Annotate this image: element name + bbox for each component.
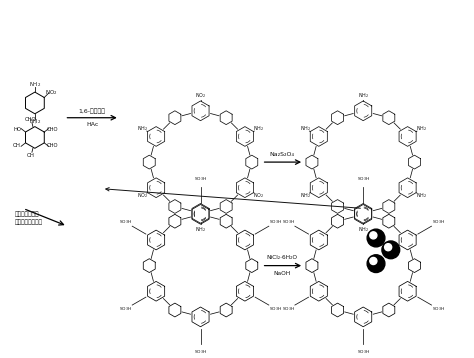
Text: CHO: CHO bbox=[47, 143, 58, 148]
Text: NaOH: NaOH bbox=[273, 271, 291, 276]
Text: NH$_2$: NH$_2$ bbox=[416, 191, 427, 200]
Text: SO$_3$H: SO$_3$H bbox=[269, 218, 282, 226]
Text: SO$_3$H: SO$_3$H bbox=[356, 175, 370, 183]
Text: SO$_3$H: SO$_3$H bbox=[119, 218, 132, 226]
Text: SO$_3$H: SO$_3$H bbox=[432, 305, 445, 313]
Text: Na₂S₂O₄: Na₂S₂O₄ bbox=[270, 152, 295, 157]
Text: 1,6-二氨己烷: 1,6-二氨己烷 bbox=[79, 108, 106, 113]
Circle shape bbox=[382, 241, 400, 259]
Text: NH$_2$: NH$_2$ bbox=[195, 225, 206, 233]
Text: NH$_2$: NH$_2$ bbox=[137, 124, 148, 133]
Text: SO$_3$H: SO$_3$H bbox=[282, 218, 295, 226]
Text: SO$_3$H: SO$_3$H bbox=[119, 305, 132, 313]
Text: SO$_3$H: SO$_3$H bbox=[356, 349, 370, 356]
Text: SO$_3$H: SO$_3$H bbox=[432, 218, 445, 226]
Circle shape bbox=[370, 232, 377, 239]
Text: NH$_2$: NH$_2$ bbox=[416, 124, 427, 133]
Text: HO: HO bbox=[13, 127, 21, 132]
Text: CHO: CHO bbox=[47, 127, 58, 132]
Text: NH$_2$: NH$_2$ bbox=[358, 91, 369, 100]
Text: 丁二酰丙酰二酰: 丁二酰丙酰二酰 bbox=[15, 212, 40, 217]
Text: NH$_2$: NH$_2$ bbox=[300, 191, 310, 200]
Text: SO$_3$H: SO$_3$H bbox=[194, 175, 207, 183]
Text: NH$_2$: NH$_2$ bbox=[253, 124, 264, 133]
Text: SO$_3$H: SO$_3$H bbox=[282, 305, 295, 313]
Text: NiCl₂·6H₂O: NiCl₂·6H₂O bbox=[267, 255, 298, 260]
Circle shape bbox=[370, 257, 377, 265]
Text: 二氯甲烷，三乙胺: 二氯甲烷，三乙胺 bbox=[15, 219, 43, 225]
Text: NH$_2$: NH$_2$ bbox=[358, 225, 369, 233]
Text: CHO: CHO bbox=[25, 117, 36, 122]
Circle shape bbox=[367, 255, 385, 272]
Text: HAc: HAc bbox=[86, 122, 98, 127]
Text: NO$_2$: NO$_2$ bbox=[46, 88, 58, 97]
Circle shape bbox=[367, 229, 385, 247]
Text: NO$_2$: NO$_2$ bbox=[137, 191, 148, 200]
Text: NH$_2$: NH$_2$ bbox=[29, 117, 41, 126]
Circle shape bbox=[384, 244, 392, 251]
Text: OH: OH bbox=[27, 153, 35, 158]
Text: NH$_2$: NH$_2$ bbox=[29, 80, 41, 89]
Text: SO$_3$H: SO$_3$H bbox=[269, 305, 282, 313]
Text: NO$_2$: NO$_2$ bbox=[195, 91, 206, 100]
Text: NO$_2$: NO$_2$ bbox=[253, 191, 264, 200]
Text: OH: OH bbox=[13, 143, 21, 148]
Text: SO$_3$H: SO$_3$H bbox=[194, 349, 207, 356]
Text: NH$_2$: NH$_2$ bbox=[300, 124, 310, 133]
